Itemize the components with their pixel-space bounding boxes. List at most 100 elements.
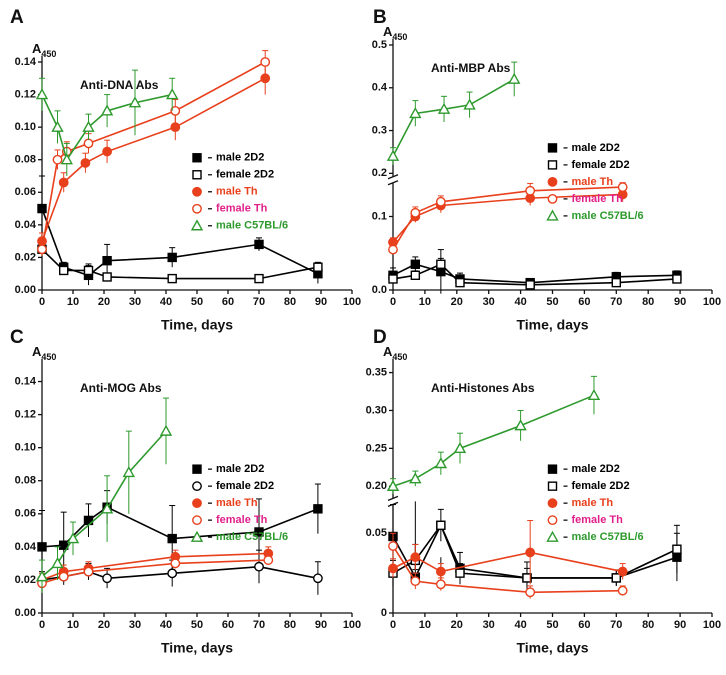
x-tick-label: 60 xyxy=(222,296,234,308)
legend-marker xyxy=(546,530,559,542)
marker xyxy=(410,576,421,587)
marker xyxy=(59,540,69,550)
x-tick-label: 100 xyxy=(703,296,721,308)
marker xyxy=(254,527,264,537)
legend-marker xyxy=(546,209,559,221)
x-tick-label: 30 xyxy=(483,619,495,631)
x-tick-label: 90 xyxy=(674,619,686,631)
legend-label: male 2D2 xyxy=(216,463,264,475)
x-tick-label: 70 xyxy=(610,619,622,631)
x-tick-label: 20 xyxy=(451,619,463,631)
y-axis-label: A450 xyxy=(383,344,407,362)
legend-marker xyxy=(547,176,558,187)
legend-entry: male Th xyxy=(192,497,258,509)
marker xyxy=(525,185,536,196)
marker xyxy=(508,72,521,84)
legend-marker xyxy=(547,515,558,526)
marker xyxy=(167,273,177,284)
axis-break xyxy=(387,174,399,180)
x-tick-label: 50 xyxy=(546,296,558,308)
legend-marker xyxy=(192,153,202,163)
x-tick-label: 90 xyxy=(315,619,327,631)
marker xyxy=(59,265,69,276)
legend-marker xyxy=(192,170,202,180)
marker xyxy=(313,504,323,514)
marker xyxy=(386,149,400,161)
marker xyxy=(100,502,114,514)
marker xyxy=(83,265,94,276)
legend-entry: male 2D2 xyxy=(192,463,264,475)
y-tick-label: 0.02 xyxy=(15,251,36,263)
x-tick-label: 40 xyxy=(160,296,172,308)
marker xyxy=(312,573,323,584)
y-tick-label: 0.00 xyxy=(15,607,36,619)
marker xyxy=(159,424,173,436)
marker xyxy=(254,273,264,284)
marker xyxy=(60,153,73,165)
legend-entry: female 2D2 xyxy=(192,169,274,181)
marker xyxy=(167,568,178,579)
marker xyxy=(37,542,47,552)
marker xyxy=(611,277,621,288)
y-tick-label: 0.08 xyxy=(15,475,36,487)
marker xyxy=(66,532,80,544)
marker xyxy=(37,244,47,255)
x-axis-label: Time, days xyxy=(161,640,233,656)
marker xyxy=(587,388,601,401)
x-tick-label: 80 xyxy=(284,296,296,308)
y-tick-label: 0.14 xyxy=(15,375,37,387)
legend-marker xyxy=(547,481,558,491)
legend-label: female Th xyxy=(216,203,268,215)
x-tick-label: 90 xyxy=(315,296,327,308)
marker xyxy=(455,277,465,288)
marker xyxy=(102,573,113,584)
legend-entry: male Th xyxy=(192,186,258,198)
legend-entry: female 2D2 xyxy=(547,159,630,171)
y-tick-label: 0.12 xyxy=(15,409,36,421)
y-axis-label-main: A xyxy=(32,344,42,359)
y-tick-label: 0.06 xyxy=(15,186,36,198)
marker xyxy=(525,587,536,598)
chart-title: Anti-DNA Abs xyxy=(80,78,159,92)
y-tick-label: 0.10 xyxy=(15,442,36,454)
x-tick-label: 80 xyxy=(642,619,654,631)
marker xyxy=(51,120,64,132)
x-tick-label: 60 xyxy=(578,619,590,631)
x-tick-label: 40 xyxy=(514,619,526,631)
y-tick-label: 0.05 xyxy=(366,527,387,539)
marker xyxy=(51,556,64,569)
marker xyxy=(453,441,467,454)
x-tick-label: 80 xyxy=(642,296,654,308)
x-tick-label: 60 xyxy=(222,619,234,631)
panel-label: A xyxy=(10,7,24,28)
legend-entry: male C57BL/6 xyxy=(190,530,288,543)
legend-label: female Th xyxy=(216,514,268,526)
y-tick-label: 0.25 xyxy=(366,442,387,454)
marker xyxy=(80,158,91,168)
y-tick-label: 0.02 xyxy=(15,574,36,586)
y-axis-label: A450 xyxy=(383,24,407,42)
marker xyxy=(170,558,181,569)
legend-entry: male C57BL/6 xyxy=(546,209,644,222)
x-tick-label: 10 xyxy=(67,619,79,631)
marker xyxy=(52,154,63,165)
marker xyxy=(167,533,177,544)
marker xyxy=(102,272,112,282)
x-tick-label: 40 xyxy=(514,296,526,308)
x-tick-label: 80 xyxy=(284,619,296,631)
legend-marker xyxy=(192,498,202,509)
marker xyxy=(410,270,421,280)
marker xyxy=(435,566,446,577)
y-tick-label: 0 xyxy=(381,607,387,619)
legend-marker xyxy=(192,186,202,197)
legend-label: male C57BL/6 xyxy=(216,531,288,543)
legend-entry: female Th xyxy=(547,193,623,205)
y-axis-label: A450 xyxy=(32,344,56,362)
marker xyxy=(35,570,49,582)
marker xyxy=(434,457,448,469)
y-tick-label: 0.35 xyxy=(366,366,387,378)
y-tick-label: 0.2 xyxy=(372,167,387,179)
marker xyxy=(437,102,451,114)
y-tick-label: 0.1 xyxy=(372,210,387,222)
y-tick-label: 0.04 xyxy=(15,219,37,231)
